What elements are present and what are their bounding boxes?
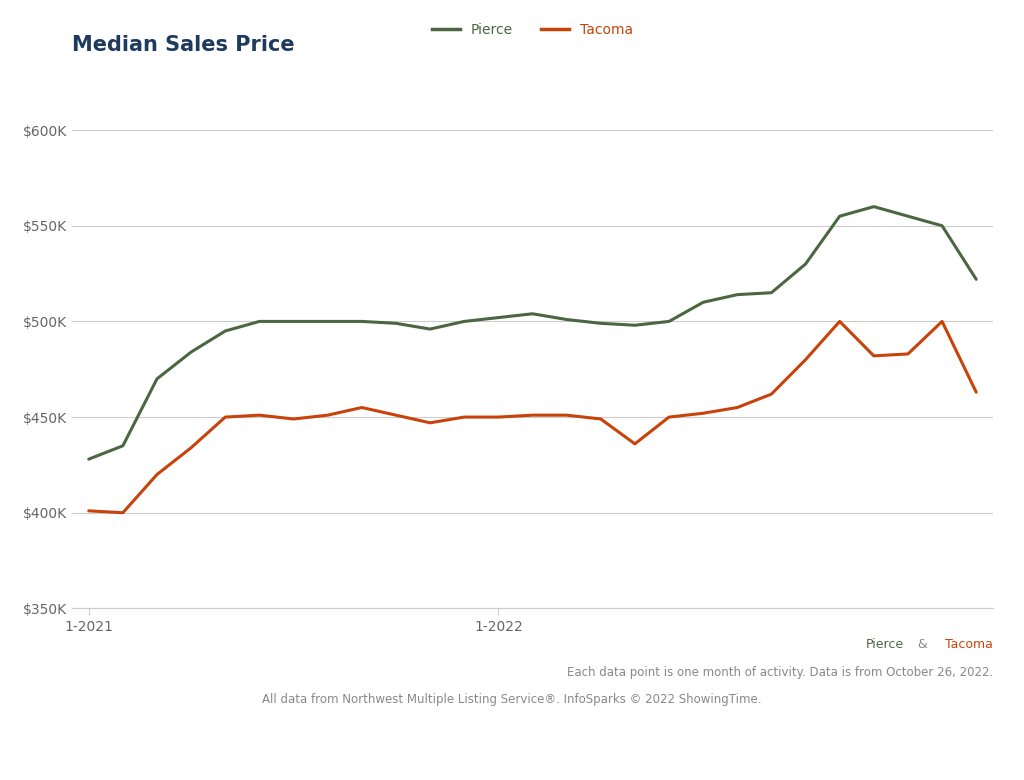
Text: All data from Northwest Multiple Listing Service®. InfoSparks © 2022 ShowingTime: All data from Northwest Multiple Listing…: [262, 693, 762, 706]
Text: Each data point is one month of activity. Data is from October 26, 2022.: Each data point is one month of activity…: [567, 665, 993, 679]
Text: Tacoma: Tacoma: [945, 638, 993, 651]
Text: &: &: [914, 638, 932, 651]
Text: Median Sales Price: Median Sales Price: [72, 34, 294, 55]
Text: Pierce: Pierce: [865, 638, 903, 651]
Legend: Pierce, Tacoma: Pierce, Tacoma: [427, 17, 638, 42]
